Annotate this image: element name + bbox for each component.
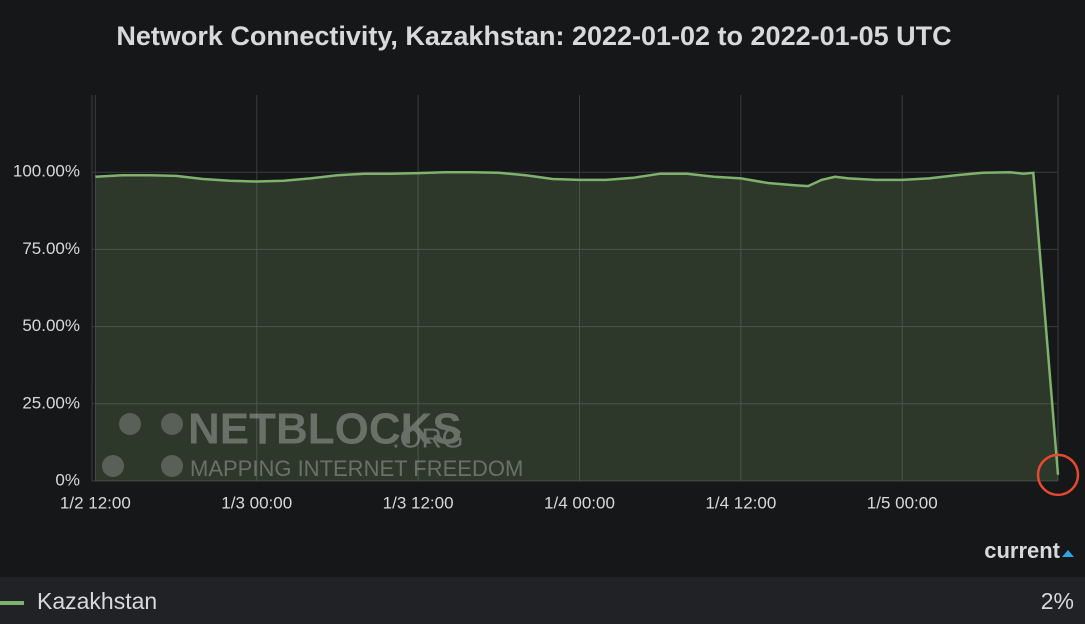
logo-dot [161, 413, 183, 435]
legend-header[interactable]: current [984, 538, 1060, 563]
legend-current-value: 2% [1041, 588, 1074, 614]
highlight-circle [1036, 453, 1080, 497]
y-tick-label: 25.00% [22, 393, 80, 412]
x-tick-label: 1/3 00:00 [221, 493, 292, 512]
watermark-suffix: .ORG [392, 422, 464, 453]
legend-label: Kazakhstan [37, 588, 157, 614]
line [95, 170, 1060, 475]
area [95, 172, 1059, 481]
x-tick-label: 1/3 12:00 [383, 493, 454, 512]
y-tick-label: 100.00% [13, 162, 80, 181]
sort-arrow [1062, 550, 1074, 557]
y-tick-label: 50.00% [22, 316, 80, 335]
y-tick-label: 0% [55, 470, 80, 489]
x-tick-label: 1/4 00:00 [544, 493, 615, 512]
watermark: NETBLOCKS .ORG MAPPING INTERNET FREEDOM [102, 405, 523, 481]
logo-dot [119, 413, 141, 435]
logo-dot [102, 455, 124, 477]
legend-bar [0, 577, 1085, 624]
y-tick-label: 75.00% [22, 239, 80, 258]
x-tick-label: 1/4 12:00 [705, 493, 776, 512]
chart-title: Network Connectivity, Kazakhstan: 2022-0… [116, 21, 951, 51]
x-tick-label: 1/5 00:00 [867, 493, 938, 512]
watermark-brand: NETBLOCKS [188, 405, 462, 454]
watermark-tagline: MAPPING INTERNET FREEDOM [190, 456, 523, 481]
logo-dot [161, 455, 183, 477]
x-tick-label: 1/2 12:00 [60, 493, 131, 512]
legend-swatch [0, 601, 24, 605]
